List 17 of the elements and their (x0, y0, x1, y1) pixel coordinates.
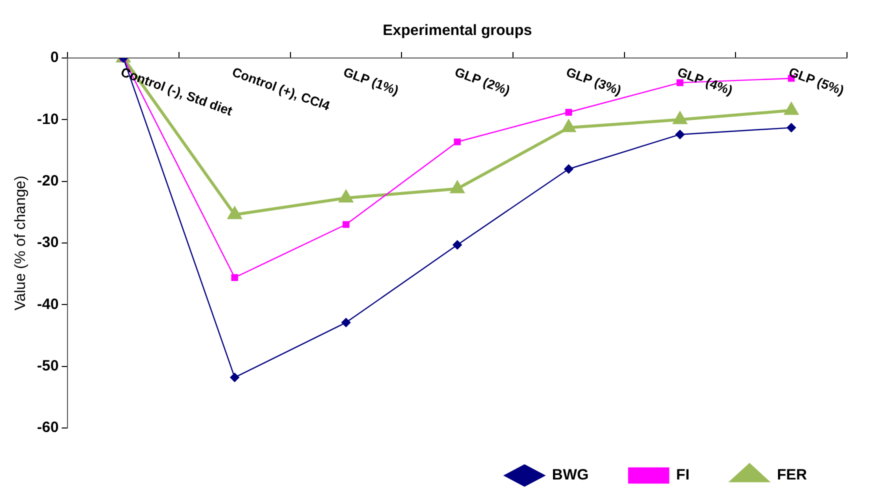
x-axis-title: Experimental groups (382, 22, 532, 40)
legend-label: BWG (552, 466, 589, 484)
y-tick-label: -10 (36, 110, 59, 128)
y-tick-label: -50 (36, 357, 59, 374)
x-tick-label: GLP (2%) (452, 64, 512, 98)
x-tick-label: GLP (1%) (342, 64, 401, 98)
x-tick-label: GLP (3%) (564, 64, 624, 98)
y-tick-label: -20 (36, 172, 59, 190)
y-tick-label: -40 (36, 296, 59, 313)
y-tick-label: -60 (36, 419, 59, 436)
y-tick-label: 0 (50, 49, 59, 66)
y-tick-label: -30 (36, 234, 59, 252)
x-tick-label: GLP (5%) (786, 64, 846, 98)
legend-label: FER (777, 466, 808, 484)
y-axis-title: Value (% of change) (12, 176, 30, 310)
x-tick-label: GLP (4%) (676, 64, 735, 98)
legend-label: FI (676, 466, 690, 484)
